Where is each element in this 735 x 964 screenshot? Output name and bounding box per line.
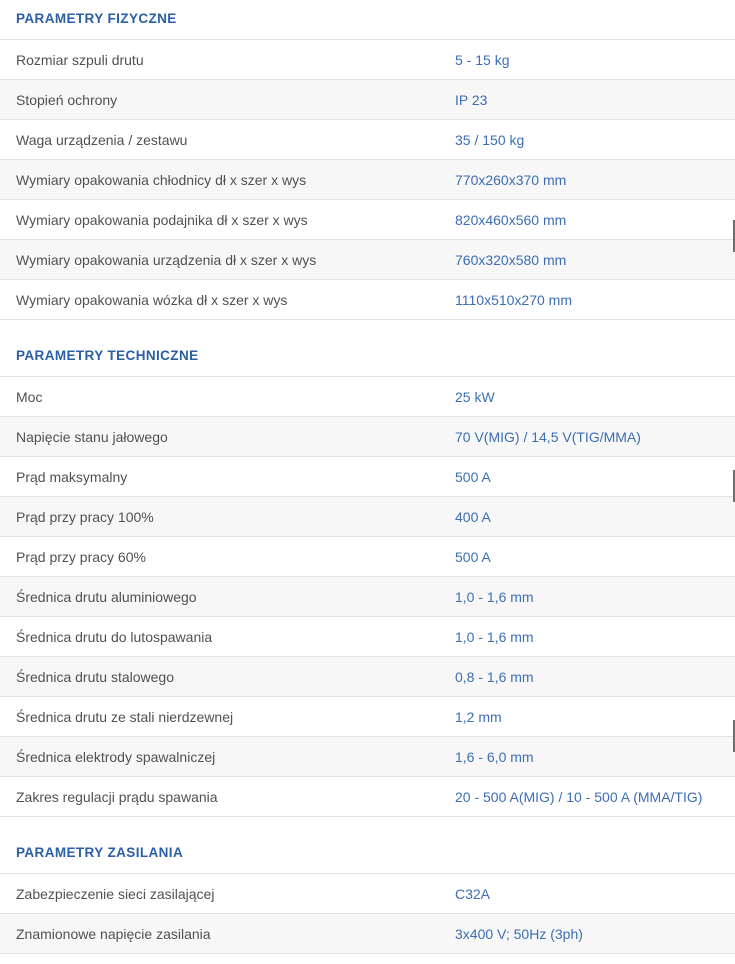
scrollbar-marker-3 [733,720,735,752]
row-value: 5 - 15 kg [455,51,510,68]
row-label: Średnica drutu do lutospawania [16,628,213,645]
row-label: Wymiary opakowania wózka dł x szer x wys [16,291,288,308]
row-label: Stopień ochrony [16,91,118,108]
row-value: 1,0 - 1,6 mm [455,628,534,645]
row-label: Prąd przy pracy 60% [16,548,146,565]
row-label: Wymiary opakowania chłodnicy dł x szer x… [16,171,307,188]
row-value: 770x260x370 mm [455,171,567,188]
row-label: Waga urządzenia / zestawu [16,131,188,148]
table-row: Średnica drutu do lutospawania 1,0 - 1,6… [0,616,735,656]
row-value: 20 - 500 A(MIG) / 10 - 500 A (MMA/TIG) [455,788,703,805]
table-row: Średnica drutu aluminiowego 1,0 - 1,6 mm [0,576,735,616]
row-label: Moc [16,388,43,405]
row-value: 0,8 - 1,6 mm [455,668,534,685]
row-value: 820x460x560 mm [455,211,567,228]
row-label: Wymiary opakowania urządzenia dł x szer … [16,251,317,268]
section-rows: Zabezpieczenie sieci zasilającej C32A Zn… [0,873,735,954]
row-label: Prąd przy pracy 100% [16,508,154,525]
row-value: 760x320x580 mm [455,251,567,268]
section-title: PARAMETRY TECHNICZNE [16,348,199,363]
row-value: 1110x510x270 mm [455,291,572,308]
row-label: Znamionowe napięcie zasilania [16,925,211,942]
section-title: PARAMETRY FIZYCZNE [16,11,177,26]
table-row: Wymiary opakowania podajnika dł x szer x… [0,199,735,239]
row-label: Zabezpieczenie sieci zasilającej [16,885,215,902]
row-label: Wymiary opakowania podajnika dł x szer x… [16,211,308,228]
table-row: Wymiary opakowania chłodnicy dł x szer x… [0,159,735,199]
table-row: Prąd przy pracy 60% 500 A [0,536,735,576]
table-row: Znamionowe napięcie zasilania 3x400 V; 5… [0,913,735,953]
table-row: Waga urządzenia / zestawu 35 / 150 kg [0,119,735,159]
row-label: Napięcie stanu jałowego [16,428,168,445]
row-value: 400 A [455,508,491,525]
table-row: Prąd maksymalny 500 A [0,456,735,496]
row-label: Zakres regulacji prądu spawania [16,788,218,805]
table-row: Stopień ochrony IP 23 [0,79,735,119]
scrollbar-marker-1 [733,220,735,252]
table-row: Wymiary opakowania wózka dł x szer x wys… [0,279,735,319]
row-value: 35 / 150 kg [455,131,525,148]
table-row: Średnica elektrody spawalniczej 1,6 - 6,… [0,736,735,776]
table-row: Moc 25 kW [0,376,735,416]
spec-section-2: PARAMETRY TECHNICZNE Moc 25 kW Napięcie … [0,320,735,817]
spec-section-3: PARAMETRY ZASILANIA Zabezpieczenie sieci… [0,817,735,954]
row-value: 500 A [455,468,491,485]
table-row: Zakres regulacji prądu spawania 20 - 500… [0,776,735,816]
row-value: 3x400 V; 50Hz (3ph) [455,925,583,942]
row-value: 70 V(MIG) / 14,5 V(TIG/MMA) [455,428,641,445]
row-label: Prąd maksymalny [16,468,128,485]
table-row: Napięcie stanu jałowego 70 V(MIG) / 14,5… [0,416,735,456]
row-value: 1,2 mm [455,708,502,725]
table-row: Średnica drutu ze stali nierdzewnej 1,2 … [0,696,735,736]
spec-section-1: PARAMETRY FIZYCZNE Rozmiar szpuli drutu … [0,0,735,320]
table-row: Prąd przy pracy 100% 400 A [0,496,735,536]
row-value: C32A [455,885,491,902]
row-label: Rozmiar szpuli drutu [16,51,144,68]
table-row: Wymiary opakowania urządzenia dł x szer … [0,239,735,279]
table-row: Rozmiar szpuli drutu 5 - 15 kg [0,39,735,79]
row-label: Średnica drutu ze stali nierdzewnej [16,708,234,725]
row-label: Średnica drutu aluminiowego [16,588,197,605]
section-rows: Moc 25 kW Napięcie stanu jałowego 70 V(M… [0,376,735,817]
row-value: IP 23 [455,91,488,108]
row-value: 1,0 - 1,6 mm [455,588,534,605]
table-row: Średnica drutu stalowego 0,8 - 1,6 mm [0,656,735,696]
row-value: 500 A [455,548,491,565]
scrollbar-marker-2 [733,470,735,502]
row-label: Średnica elektrody spawalniczej [16,748,216,765]
row-value: 25 kW [455,388,495,405]
row-value: 1,6 - 6,0 mm [455,748,534,765]
section-rows: Rozmiar szpuli drutu 5 - 15 kg Stopień o… [0,39,735,320]
table-row: Zabezpieczenie sieci zasilającej C32A [0,873,735,913]
section-title: PARAMETRY ZASILANIA [16,845,184,860]
row-label: Średnica drutu stalowego [16,668,174,685]
